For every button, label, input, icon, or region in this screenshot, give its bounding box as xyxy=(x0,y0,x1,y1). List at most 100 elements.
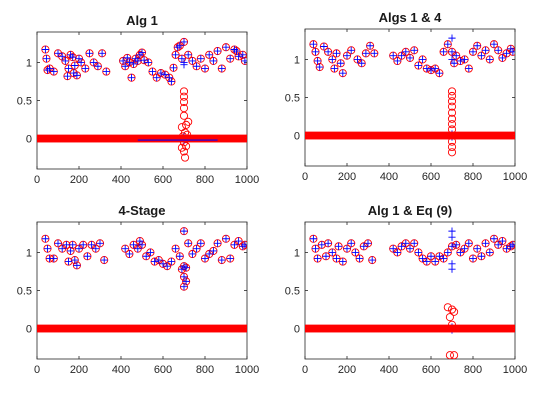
data-point-plus xyxy=(205,250,213,258)
data-point-plus xyxy=(328,55,336,64)
data-point-plus xyxy=(410,239,418,247)
data-point-plus xyxy=(452,241,460,249)
data-point-plus xyxy=(85,49,94,57)
data-point-plus xyxy=(406,54,414,62)
data-point-plus xyxy=(54,239,62,247)
data-point-plus xyxy=(157,69,165,77)
data-point-plus xyxy=(50,254,58,263)
data-point-circle xyxy=(177,143,186,152)
data-point-circle xyxy=(447,87,457,96)
data-point-plus xyxy=(222,235,230,243)
data-point-plus xyxy=(347,46,355,54)
data-point-circle xyxy=(447,120,457,129)
data-point-plus xyxy=(494,46,502,54)
data-point-plus xyxy=(368,256,376,264)
y-tick-label: 0.5 xyxy=(285,93,300,105)
data-point-plus xyxy=(398,52,406,60)
x-tick-label: 0 xyxy=(302,364,308,376)
data-point-plus xyxy=(448,48,456,56)
data-point-plus xyxy=(193,62,201,70)
data-point-plus xyxy=(339,69,347,77)
data-point-plus xyxy=(71,61,79,70)
x-tick-label: 600 xyxy=(154,364,172,376)
data-point-plus xyxy=(71,256,79,264)
data-point-plus xyxy=(435,252,443,260)
data-point-plus xyxy=(322,252,330,260)
data-point-plus xyxy=(182,264,190,272)
data-point-plus xyxy=(473,42,481,50)
data-point-circle xyxy=(179,92,189,101)
data-point-plus xyxy=(167,77,175,86)
data-point-plus xyxy=(43,245,52,253)
data-point-plus xyxy=(165,74,173,82)
data-point-plus xyxy=(83,252,91,260)
x-tick-label: 800 xyxy=(464,171,482,183)
data-point-plus xyxy=(151,257,159,266)
data-point-plus xyxy=(235,52,243,60)
data-point-plus xyxy=(469,254,477,263)
data-point-plus xyxy=(337,59,345,67)
subplot-title: 4-Stage xyxy=(119,203,166,218)
data-point-plus xyxy=(127,74,136,82)
subplot-title: Alg 1 & Eq (9) xyxy=(368,203,453,218)
data-point-plus xyxy=(148,67,157,76)
data-point-plus xyxy=(62,241,70,249)
data-point-plus xyxy=(490,235,498,243)
data-point-plus xyxy=(123,54,131,62)
y-tick-label: 0.5 xyxy=(17,286,32,298)
data-point-plus xyxy=(146,248,154,257)
data-point-plus xyxy=(176,252,184,260)
data-point-plus xyxy=(125,250,133,258)
data-point-plus xyxy=(465,64,473,73)
y-tick-label: 1 xyxy=(26,247,32,259)
data-point-plus xyxy=(58,52,66,60)
data-point-plus xyxy=(427,66,435,74)
data-point-plus xyxy=(414,61,422,70)
data-point-plus xyxy=(448,227,456,235)
data-point-plus xyxy=(335,242,343,250)
data-point-circle xyxy=(443,303,452,312)
data-point-plus xyxy=(503,245,511,253)
x-tick-label: 200 xyxy=(338,364,356,376)
data-point-plus xyxy=(46,64,54,73)
data-point-plus xyxy=(477,52,485,60)
data-point-plus xyxy=(182,277,190,285)
data-point-circle xyxy=(447,305,457,314)
data-point-plus xyxy=(214,239,222,247)
data-point-plus xyxy=(490,40,498,48)
data-point-plus xyxy=(209,57,217,65)
data-point-plus xyxy=(309,40,317,48)
data-point-circle xyxy=(179,147,189,156)
data-point-plus xyxy=(50,67,58,76)
data-point-plus xyxy=(362,49,370,57)
data-point-plus xyxy=(498,237,506,245)
data-point-plus xyxy=(218,64,226,73)
data-point-plus xyxy=(172,51,180,59)
data-point-plus xyxy=(178,265,186,273)
x-tick-label: 1000 xyxy=(235,174,259,186)
data-point-plus xyxy=(419,254,427,263)
data-point-plus xyxy=(393,248,401,257)
data-point-plus xyxy=(448,34,456,42)
baseline-point xyxy=(243,324,247,333)
data-point-plus xyxy=(324,48,332,56)
subplot-1: Alg 1 0 200 400 600 800 1000 0 0.5 1 xyxy=(17,13,260,186)
data-point-plus xyxy=(201,254,209,263)
x-tick-label: 0 xyxy=(34,364,40,376)
baseline-point xyxy=(511,131,515,140)
data-point-plus xyxy=(343,52,351,60)
data-point-plus xyxy=(184,51,192,59)
data-point-plus xyxy=(358,59,366,67)
data-point-plus xyxy=(58,245,66,253)
data-point-plus xyxy=(140,56,148,64)
data-point-plus xyxy=(328,248,336,257)
data-point-plus xyxy=(205,51,213,59)
data-point-plus xyxy=(94,62,102,70)
data-point-plus xyxy=(332,254,341,263)
data-point-plus xyxy=(134,57,142,65)
data-point-plus xyxy=(88,241,96,249)
data-point-plus xyxy=(452,52,460,60)
data-point-plus xyxy=(176,42,184,50)
data-point-circle xyxy=(450,351,459,359)
